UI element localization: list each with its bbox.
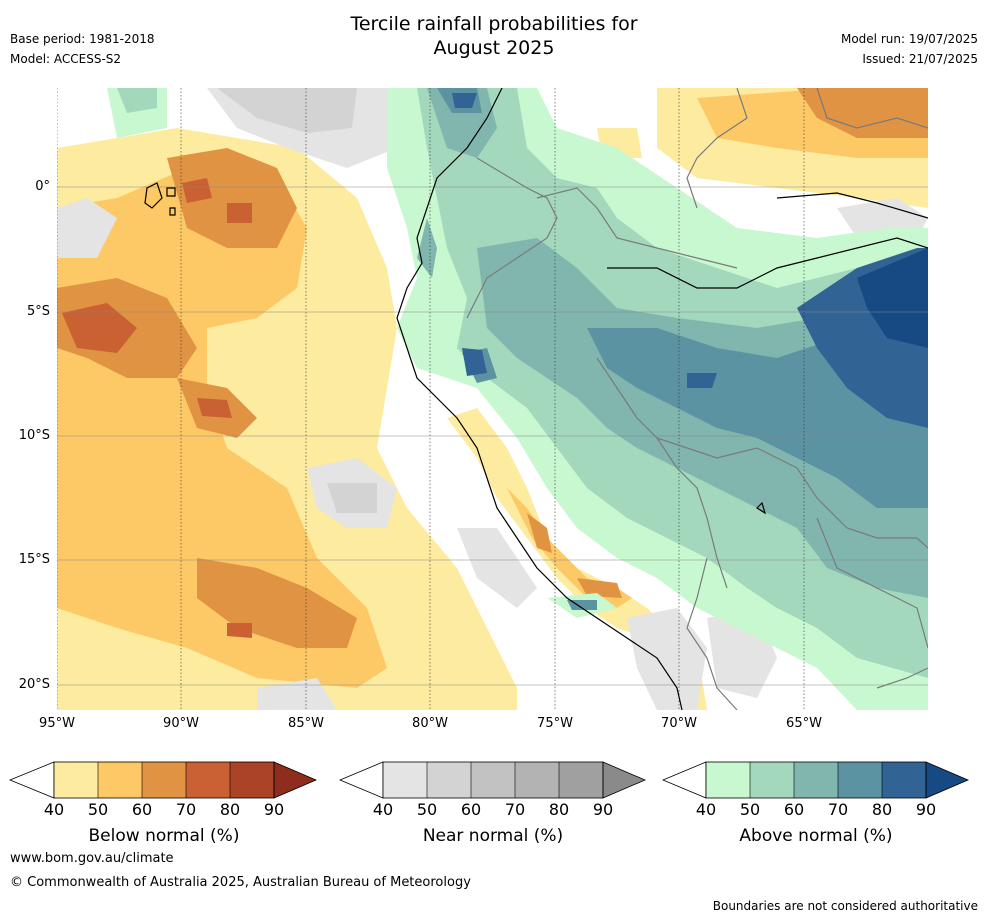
cbar-near-tick-50: 50: [416, 800, 438, 819]
chart-title: Tercile rainfall probabilities for Augus…: [0, 12, 988, 60]
meta-right: Model run: 19/07/2025 Issued: 21/07/2025: [841, 29, 978, 69]
border-venezuela-brazil: [816, 88, 928, 129]
border-brazil-bolivia: [656, 437, 928, 549]
legend-title-near: Near normal (%): [422, 826, 564, 846]
cbar-above-tick-80: 80: [871, 800, 893, 819]
cbar-below-tick-90: 90: [263, 800, 285, 819]
cbar-below-swatch-60: [142, 762, 186, 798]
cbar-below-tick-70: 70: [175, 800, 197, 819]
cbar-near-swatch-50: [427, 762, 471, 798]
cbar-above-tick-70: 70: [827, 800, 849, 819]
border-colombia-venezuela: [686, 88, 748, 209]
cbar-near-swatch-80: [559, 762, 603, 798]
cbar-below-swatch-70: [186, 762, 230, 798]
model-name: Model: ACCESS-S2: [10, 52, 122, 66]
cbar-above-swatch-60: [794, 762, 838, 798]
issued-date: Issued: 21/07/2025: [862, 52, 978, 66]
cbar-above-tick-90: 90: [915, 800, 937, 819]
legend-title-below: Below normal (%): [88, 826, 240, 846]
cbar-below-tick-80: 80: [219, 800, 241, 819]
title-line-1: Tercile rainfall probabilities for: [350, 13, 638, 35]
cbar-above-low-arrow: [661, 761, 707, 799]
colorbar-near-normal: [338, 761, 647, 799]
galapagos-island-1: [144, 182, 163, 209]
cbar-above-swatch-80: [882, 762, 926, 798]
cbar-above-swatch-50: [750, 762, 794, 798]
probability-map: [57, 88, 928, 710]
galapagos-island-2: [166, 187, 176, 197]
border-ecuador-peru: [466, 157, 558, 319]
cbar-below-tick-50: 50: [87, 800, 109, 819]
cbar-below-high-arrow: [273, 761, 318, 799]
cbar-below-swatch-80: [230, 762, 274, 798]
pacific-coastline: [396, 88, 683, 710]
lat-label-20s: 20°S: [18, 677, 50, 692]
meta-left: Base period: 1981-2018 Model: ACCESS-S2: [10, 29, 155, 69]
cbar-near-low-arrow: [338, 761, 384, 799]
cbar-below-swatch-40: [54, 762, 98, 798]
lon-label-70w: 70°W: [661, 716, 697, 731]
border-colombia-peru: [536, 187, 738, 269]
cbar-near-tick-70: 70: [504, 800, 526, 819]
cbar-near-swatch-60: [471, 762, 515, 798]
border-peru-brazil: [596, 357, 728, 589]
below-normal-regions: [57, 88, 928, 710]
cbar-near-swatch-70: [515, 762, 559, 798]
border-bolivia-paraguay: [816, 517, 928, 649]
border-peru-bolivia-chile: [686, 557, 738, 710]
lon-label-80w: 80°W: [412, 716, 448, 731]
cbar-below-low-arrow: [8, 761, 55, 799]
legend-title-above: Above normal (%): [739, 826, 893, 846]
cbar-below-swatch-50: [98, 762, 142, 798]
cbar-above-tick-60: 60: [783, 800, 805, 819]
amazon-river: [607, 237, 928, 289]
base-period: Base period: 1981-2018: [10, 32, 155, 46]
title-line-2: August 2025: [433, 37, 555, 59]
lat-label-0: 0°: [35, 179, 50, 194]
above-normal-regions: [107, 88, 928, 710]
lon-label-85w: 85°W: [288, 716, 324, 731]
footer-copyright: © Commonwealth of Australia 2025, Austra…: [10, 875, 471, 890]
cbar-near-tick-40: 40: [372, 800, 394, 819]
border-south: [876, 667, 928, 689]
near-normal-regions: [57, 88, 928, 710]
lon-label-95w: 95°W: [39, 716, 75, 731]
colorbar-below-normal: [8, 761, 318, 799]
galapagos-island-3: [169, 207, 176, 216]
lon-label-90w: 90°W: [163, 716, 199, 731]
lon-label-65w: 65°W: [786, 716, 822, 731]
lon-label-75w: 75°W: [537, 716, 573, 731]
cbar-near-swatch-40: [383, 762, 427, 798]
lat-label-15s: 15°S: [18, 552, 50, 567]
cbar-near-tick-80: 80: [548, 800, 570, 819]
gridlines: [57, 88, 928, 710]
cbar-above-swatch-40: [706, 762, 750, 798]
model-run: Model run: 19/07/2025: [840, 32, 978, 46]
cbar-above-high-arrow: [925, 761, 970, 799]
cbar-near-tick-60: 60: [460, 800, 482, 819]
cbar-near-high-arrow: [602, 761, 647, 799]
lat-label-5s: 5°S: [26, 304, 50, 319]
colorbars: [8, 761, 970, 799]
cbar-below-tick-60: 60: [131, 800, 153, 819]
lat-label-10s: 10°S: [18, 428, 50, 443]
cbar-above-swatch-70: [838, 762, 882, 798]
lake-titicaca: [756, 501, 767, 515]
cbar-near-tick-90: 90: [592, 800, 614, 819]
cbar-below-tick-40: 40: [43, 800, 65, 819]
northern-river: [776, 192, 928, 219]
coastlines: [144, 88, 928, 710]
country-boundaries: [466, 88, 928, 710]
footer-website[interactable]: www.bom.gov.au/climate: [10, 851, 174, 866]
footer-disclaimer: Boundaries are not considered authoritat…: [712, 899, 978, 913]
cbar-above-tick-50: 50: [739, 800, 761, 819]
cbar-above-tick-40: 40: [695, 800, 717, 819]
colorbar-above-normal: [661, 761, 970, 799]
